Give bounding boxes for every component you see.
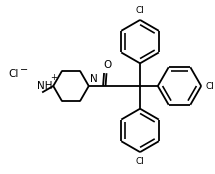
Text: NH: NH [37,81,52,91]
Text: Cl: Cl [136,157,144,166]
Text: −: − [20,65,28,75]
Text: Cl: Cl [8,69,18,79]
Text: +: + [50,73,57,82]
Text: Cl: Cl [136,6,144,15]
Text: N: N [90,74,97,84]
Text: Cl: Cl [205,81,214,90]
Text: O: O [103,60,112,70]
